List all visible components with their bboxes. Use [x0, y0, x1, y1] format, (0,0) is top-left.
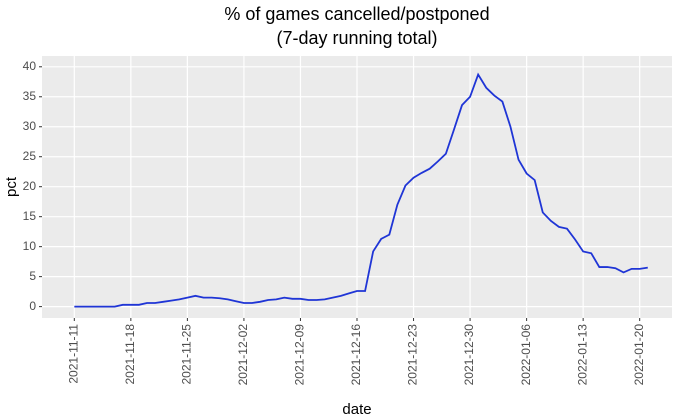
y-axis-label: pct [3, 176, 20, 197]
x-tick-label: 2021-12-30 [462, 324, 476, 386]
chart-title: % of games cancelled/postponed [224, 4, 489, 24]
y-tick-label: 20 [23, 179, 37, 193]
chart-subtitle: (7-day running total) [276, 28, 437, 48]
x-tick-label: 2021-11-11 [66, 324, 80, 384]
data-line [74, 72, 648, 308]
x-tick-label: 2021-11-25 [180, 324, 194, 385]
y-tick-label: 10 [23, 239, 37, 253]
y-tick-label: 40 [23, 59, 37, 73]
y-tick-label: 25 [23, 149, 37, 163]
x-tick-label: 2021-11-18 [123, 324, 137, 385]
x-tick-label: 2021-12-02 [236, 324, 250, 386]
x-tick-label: 2021-12-23 [406, 324, 420, 386]
x-tick-label: 2022-01-13 [575, 324, 589, 386]
x-tick-label: 2022-01-20 [632, 324, 646, 386]
x-tick-label: 2021-12-16 [349, 324, 363, 386]
x-tick-label: 2022-01-06 [519, 324, 533, 386]
y-tick-label: 0 [29, 299, 36, 313]
x-tick-label: 2021-12-09 [293, 324, 307, 386]
x-axis-label: date [342, 401, 371, 418]
y-tick-label: 5 [29, 269, 36, 283]
y-tick-label: 30 [23, 119, 37, 133]
y-tick-label: 15 [23, 209, 37, 223]
y-tick-label: 35 [23, 89, 37, 103]
